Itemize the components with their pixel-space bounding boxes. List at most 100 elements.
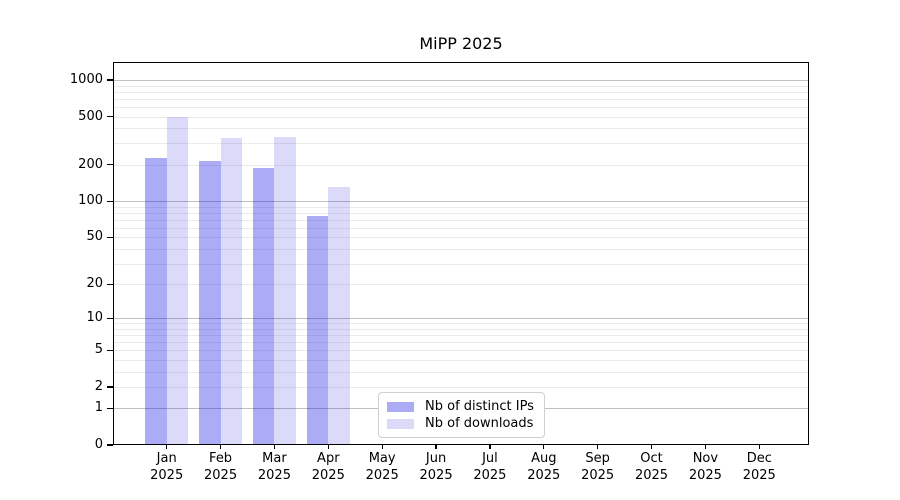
y-tick-mark-0 bbox=[107, 444, 113, 446]
bar-distinct-ips-jan bbox=[145, 157, 167, 445]
x-tick-year: 2025 bbox=[365, 467, 399, 483]
x-tick-year: 2025 bbox=[473, 467, 507, 483]
y-tick-mark-500 bbox=[107, 115, 113, 118]
y-tick-label-20: 20 bbox=[86, 276, 103, 292]
y-tick-mark-1000 bbox=[107, 79, 113, 81]
x-tick-mark-aug bbox=[543, 445, 545, 449]
x-tick-year: 2025 bbox=[688, 467, 722, 483]
gridline-minor-90 bbox=[113, 206, 809, 208]
gridline-minor-40 bbox=[113, 248, 809, 250]
x-tick-month: Mar bbox=[262, 451, 287, 466]
x-tick-mark-jan bbox=[166, 445, 168, 449]
gridline-minor-3 bbox=[113, 371, 809, 373]
y-tick-mark-200 bbox=[107, 164, 113, 166]
y-tick-label-200: 200 bbox=[78, 156, 103, 172]
x-tick-month: Dec bbox=[746, 451, 772, 466]
gridline-minor-9 bbox=[113, 323, 809, 325]
gridline-minor-500 bbox=[113, 116, 809, 118]
x-tick-month: Jun bbox=[425, 451, 447, 466]
plot-area bbox=[113, 62, 809, 445]
x-tick-year: 2025 bbox=[311, 467, 345, 483]
gridline-minor-8 bbox=[113, 328, 809, 330]
y-tick-mark-10 bbox=[107, 317, 113, 319]
x-tick-mark-jul bbox=[489, 445, 491, 449]
y-tick-label-10: 10 bbox=[86, 310, 103, 326]
x-tick-label-jul: Jul 2025 bbox=[462, 451, 518, 484]
y-tick-mark-50 bbox=[107, 236, 113, 238]
gridline-minor-30 bbox=[113, 263, 809, 265]
x-tick-year: 2025 bbox=[419, 467, 453, 483]
x-tick-month: Feb bbox=[209, 451, 233, 466]
legend: Nb of distinct IPs Nb of downloads bbox=[378, 392, 545, 438]
y-tick-mark-20 bbox=[107, 283, 113, 285]
x-tick-label-oct: Oct 2025 bbox=[624, 451, 680, 484]
gridline-minor-2 bbox=[113, 386, 809, 388]
x-tick-label-jan: Jan 2025 bbox=[139, 451, 195, 484]
x-tick-label-nov: Nov 2025 bbox=[677, 451, 733, 484]
x-tick-mark-nov bbox=[704, 445, 706, 449]
x-tick-label-jun: Jun 2025 bbox=[408, 451, 464, 484]
x-tick-label-feb: Feb 2025 bbox=[193, 451, 249, 484]
legend-swatch-distinct-ips bbox=[387, 401, 414, 412]
legend-item-distinct-ips: Nb of distinct IPs bbox=[379, 398, 544, 415]
x-tick-label-aug: Aug 2025 bbox=[516, 451, 572, 484]
y-tick-label-100: 100 bbox=[78, 193, 103, 209]
x-tick-label-mar: Mar 2025 bbox=[246, 451, 302, 484]
gridline-minor-300 bbox=[113, 143, 809, 145]
x-tick-label-sep: Sep 2025 bbox=[570, 451, 626, 484]
gridline-minor-20 bbox=[113, 284, 809, 286]
gridline-minor-50 bbox=[113, 237, 809, 239]
x-tick-year: 2025 bbox=[204, 467, 238, 483]
x-tick-year: 2025 bbox=[634, 467, 669, 483]
x-tick-mark-apr bbox=[327, 445, 329, 449]
gridline-major-100 bbox=[113, 201, 809, 203]
legend-label-downloads: Nb of downloads bbox=[425, 415, 534, 431]
x-tick-label-dec: Dec 2025 bbox=[731, 451, 787, 484]
gridline-minor-4 bbox=[113, 359, 809, 361]
gridline-minor-200 bbox=[113, 164, 809, 166]
legend-swatch-downloads bbox=[387, 418, 414, 429]
x-tick-year: 2025 bbox=[527, 467, 561, 483]
bar-downloads-jan bbox=[166, 117, 189, 445]
x-tick-label-apr: Apr 2025 bbox=[300, 451, 356, 484]
x-tick-month: Nov bbox=[692, 451, 719, 466]
y-tick-label-0: 0 bbox=[94, 437, 103, 452]
gridline-minor-900 bbox=[113, 85, 809, 87]
y-tick-label-1000: 1000 bbox=[69, 72, 103, 87]
bar-downloads-feb bbox=[220, 137, 243, 445]
gridline-minor-7 bbox=[113, 335, 809, 337]
x-tick-month: Jul bbox=[482, 451, 498, 466]
x-tick-mark-oct bbox=[650, 445, 653, 449]
y-tick-mark-2 bbox=[107, 386, 113, 388]
x-tick-mark-sep bbox=[597, 445, 599, 449]
legend-item-downloads: Nb of downloads bbox=[379, 415, 544, 432]
gridline-minor-5 bbox=[113, 350, 809, 352]
y-tick-label-2: 2 bbox=[94, 378, 103, 394]
y-tick-label-5: 5 bbox=[94, 342, 103, 358]
x-tick-mark-mar bbox=[273, 445, 276, 449]
x-tick-year: 2025 bbox=[257, 467, 291, 483]
bar-distinct-ips-apr bbox=[306, 216, 329, 445]
y-tick-label-500: 500 bbox=[78, 108, 103, 124]
x-tick-mark-feb bbox=[219, 445, 222, 449]
bar-distinct-ips-mar bbox=[252, 167, 275, 445]
gridline-minor-700 bbox=[113, 98, 809, 100]
bar-distinct-ips-feb bbox=[199, 161, 221, 445]
gridline-minor-6 bbox=[113, 342, 809, 344]
y-tick-label-1: 1 bbox=[94, 400, 103, 416]
gridline-minor-70 bbox=[113, 219, 809, 221]
x-tick-month: Sep bbox=[585, 451, 610, 466]
y-tick-mark-5 bbox=[107, 349, 113, 351]
x-tick-mark-may bbox=[381, 445, 383, 449]
x-tick-label-may: May 2025 bbox=[354, 451, 410, 484]
gridline-minor-60 bbox=[113, 227, 809, 229]
x-tick-month: May bbox=[368, 451, 396, 466]
x-tick-mark-jun bbox=[435, 445, 437, 449]
gridline-minor-80 bbox=[113, 212, 809, 214]
gridline-major-1000 bbox=[113, 80, 809, 81]
bar-downloads-mar bbox=[274, 136, 296, 445]
legend-label-distinct-ips: Nb of distinct IPs bbox=[425, 398, 534, 414]
gridline-minor-400 bbox=[113, 128, 809, 130]
x-tick-mark-dec bbox=[758, 445, 760, 449]
